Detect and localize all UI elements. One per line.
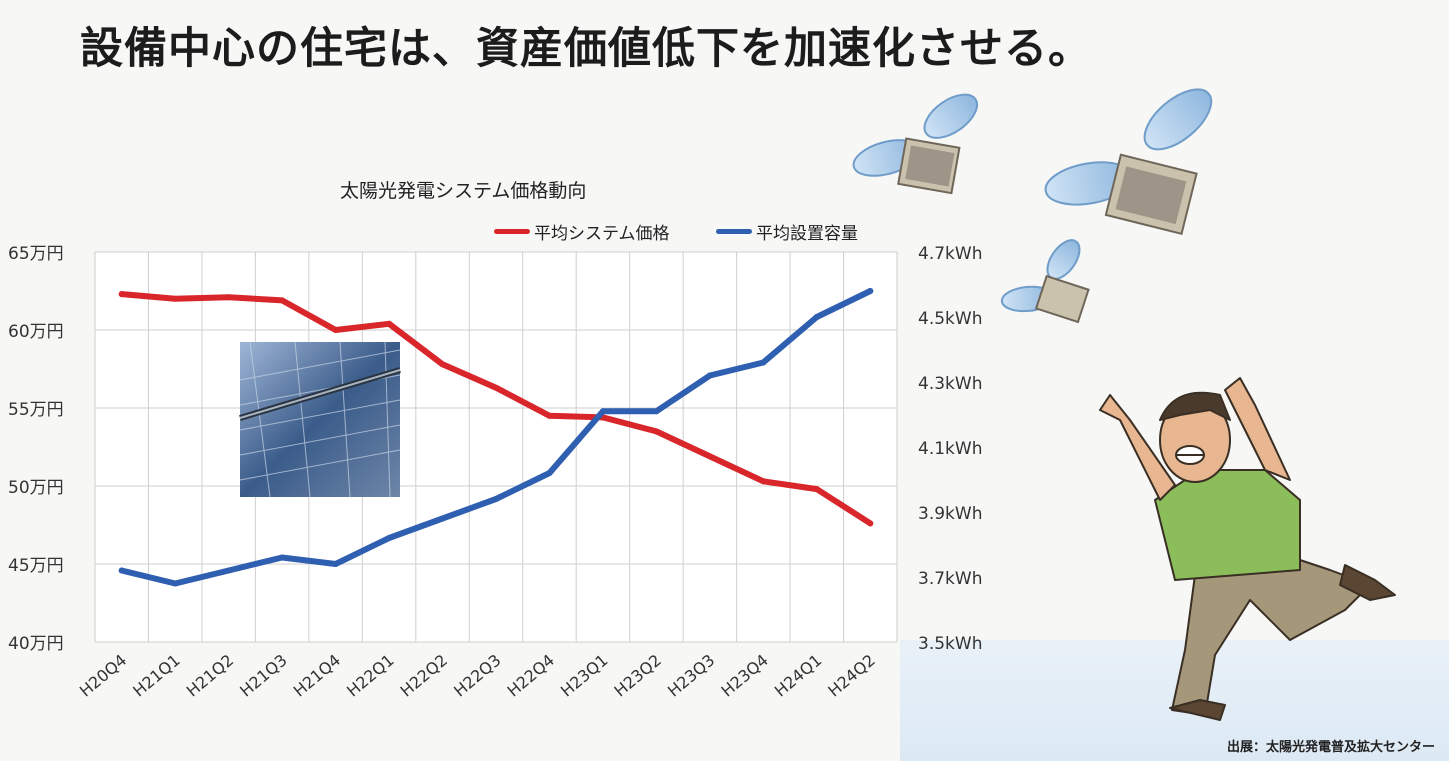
flying-money-icon [1044, 88, 1213, 235]
y-left-tick-label: 60万円 [8, 322, 64, 342]
y-left-tick-label: 65万円 [8, 244, 64, 264]
data-point-capacity [546, 470, 553, 476]
data-point-price [867, 520, 874, 527]
y-right-tick-label: 3.5kWh [918, 634, 982, 654]
flying-money-icon [1000, 239, 1090, 324]
x-tick-label: H23Q2 [610, 651, 664, 701]
data-point-price [760, 478, 767, 485]
data-point-price [439, 361, 446, 368]
x-tick-label: H22Q4 [504, 651, 558, 701]
x-tick-label: H21Q2 [183, 651, 237, 701]
data-point-capacity [867, 288, 874, 294]
data-point-price [706, 453, 713, 460]
data-point-price [172, 295, 179, 302]
x-tick-label: H21Q4 [290, 651, 344, 701]
x-tick-label: H23Q1 [557, 651, 611, 701]
y-right-tick-label: 3.9kWh [918, 504, 982, 524]
legend-item-price: 平均システム価格 [494, 219, 670, 244]
x-tick-label: H24Q2 [824, 651, 878, 701]
data-point-price [279, 297, 286, 304]
data-point-price [813, 486, 820, 493]
y-left-tick-label: 40万円 [8, 634, 64, 654]
x-tick-label: H24Q1 [771, 651, 825, 701]
data-point-capacity [118, 567, 125, 574]
data-point-capacity [760, 359, 767, 366]
x-tick-label: H21Q1 [129, 651, 183, 701]
x-tick-label: H20Q4 [76, 651, 130, 701]
flying-money-icon [852, 93, 979, 195]
legend-item-capacity: 平均設置容量 [716, 219, 858, 244]
data-point-capacity [599, 408, 606, 415]
x-tick-label: H22Q2 [397, 651, 451, 701]
data-point-price [332, 327, 339, 333]
legend-swatch-price [494, 229, 530, 234]
solar-panel-photo [239, 341, 401, 498]
data-point-capacity [172, 580, 179, 587]
plot-area [95, 252, 897, 642]
data-point-price [493, 384, 499, 391]
x-tick-label: H22Q1 [343, 651, 397, 701]
x-tick-label: H21Q3 [236, 651, 290, 701]
y-left-tick-label: 55万円 [8, 400, 64, 420]
y-left-tick-label: 50万円 [8, 478, 64, 498]
data-point-capacity [653, 408, 660, 415]
panicking-man-illustration [1099, 377, 1396, 721]
legend-label-capacity: 平均設置容量 [756, 224, 858, 244]
x-tick-label: H23Q4 [717, 651, 771, 701]
chart-title: 太陽光発電システム価格動向 [340, 180, 587, 202]
legend-swatch-capacity [716, 229, 752, 234]
x-tick-label: H22Q3 [450, 651, 504, 701]
data-point-price [225, 294, 232, 301]
data-point-capacity [386, 535, 393, 541]
y-right-tick-label: 4.5kWh [918, 309, 982, 329]
data-point-price [386, 320, 393, 327]
y-right-tick-label: 3.7kWh [918, 569, 982, 589]
data-point-capacity [439, 515, 446, 522]
y-left-tick-label: 45万円 [8, 556, 64, 576]
data-point-capacity [332, 561, 339, 567]
y-right-tick-label: 4.3kWh [918, 374, 982, 394]
data-point-price [118, 291, 125, 298]
data-point-price [546, 412, 553, 419]
data-point-capacity [225, 567, 232, 574]
y-right-tick-label: 4.7kWh [918, 244, 982, 264]
page-title: 設備中心の住宅は、資産価値低下を加速化させる。 [80, 24, 1092, 74]
data-point-capacity [493, 496, 499, 502]
data-point-price [653, 428, 660, 435]
data-point-capacity [279, 554, 286, 561]
y-right-tick-label: 4.1kWh [918, 439, 982, 459]
x-tick-label: H23Q3 [664, 651, 718, 701]
data-point-capacity [813, 314, 820, 320]
legend-label-price: 平均システム価格 [534, 224, 670, 244]
source-note: 出展：太陽光発電普及拡大センター [1226, 740, 1435, 755]
data-point-capacity [706, 372, 713, 379]
